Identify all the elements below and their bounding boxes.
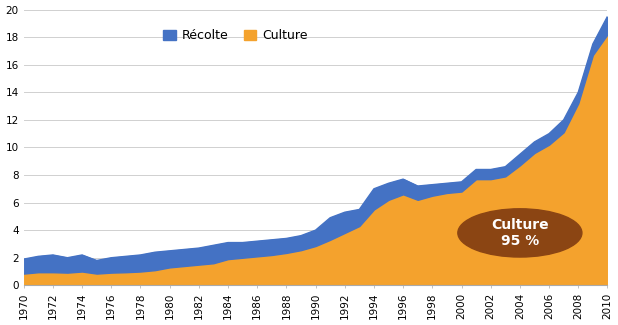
Text: Culture
95 %: Culture 95 % <box>491 218 549 248</box>
Ellipse shape <box>458 209 582 257</box>
Legend: Récolte, Culture: Récolte, Culture <box>158 24 313 47</box>
